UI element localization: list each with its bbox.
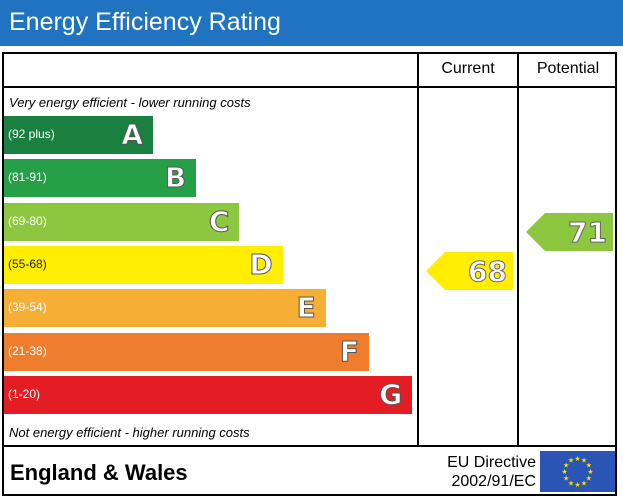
footer-row-divider <box>2 445 617 447</box>
band-letter: C <box>208 204 230 238</box>
current-rating-arrow-shape <box>426 251 513 290</box>
band-range: (69-80) <box>8 213 47 228</box>
eu-star-icon: ★ <box>586 462 592 470</box>
band-letter: D <box>249 247 273 281</box>
eu-star-icon: ★ <box>568 457 574 465</box>
potential-rating-arrow: 71 <box>526 212 613 251</box>
band-d: (55-68) D <box>4 245 283 284</box>
eu-directive-line1: EU Directive <box>447 454 536 471</box>
band-letter: E <box>296 291 316 325</box>
bottom-note: Not energy efficient - higher running co… <box>9 425 250 440</box>
eu-star-icon: ★ <box>563 462 569 470</box>
chart-title: Energy Efficiency Rating <box>9 8 281 36</box>
eu-star-icon: ★ <box>568 479 574 487</box>
band-e: (39-54) E <box>4 289 326 328</box>
eu-star-icon: ★ <box>587 468 593 476</box>
band-a: (92 plus) A <box>4 116 153 154</box>
band-range: (21-38) <box>8 343 47 358</box>
band-range: (1-20) <box>8 386 41 401</box>
band-range: (92 plus) <box>8 127 55 141</box>
band-letter: G <box>379 377 403 411</box>
potential-rating-arrow-value: 71 <box>568 215 608 249</box>
current-column-header: Current <box>441 60 495 77</box>
potential-rating-arrow-shape <box>526 212 613 251</box>
eu-flag-icon: ★ ★ ★ ★ ★ ★ ★ ★ ★ ★ ★ ★ <box>540 451 615 492</box>
eu-star-icon: ★ <box>574 455 580 463</box>
top-note: Very energy efficient - lower running co… <box>9 95 251 110</box>
eu-directive-line2: 2002/91/EC <box>451 473 536 490</box>
band-b: (81-91) B <box>4 159 197 198</box>
band-g: (1-20) G <box>4 375 413 414</box>
band-range: (39-54) <box>8 300 47 315</box>
eu-star-icon: ★ <box>561 468 567 476</box>
eu-flag-stars: ★ ★★★★★★★★★★★ <box>561 455 593 489</box>
band-c: (69-80) C <box>4 202 240 241</box>
eu-star-icon: ★ <box>574 481 580 489</box>
footer-region: England & Wales <box>10 460 188 485</box>
divider-current <box>417 52 419 447</box>
band-letter: B <box>164 161 187 195</box>
potential-column-header: Potential <box>536 60 600 77</box>
header-row-divider <box>2 86 617 88</box>
band-letter: A <box>121 118 144 152</box>
header-bar: Energy Efficiency Rating <box>0 0 623 46</box>
band-f: (21-38) F <box>4 332 369 371</box>
band-letter: F <box>339 334 359 368</box>
eu-star-icon: ★ <box>581 479 587 487</box>
band-range: (81-91) <box>8 170 47 185</box>
eu-directive: EU Directive 2002/91/EC <box>424 453 536 491</box>
band-range: (55-68) <box>8 256 47 271</box>
eu-star-icon: ★ <box>563 475 569 483</box>
current-rating-arrow: 68 <box>426 251 513 290</box>
eu-star-icon: ★ <box>586 475 592 483</box>
eu-star-icon: ★ <box>581 457 587 465</box>
divider-potential <box>517 52 519 447</box>
rating-frame <box>2 52 617 496</box>
current-rating-arrow-value: 68 <box>468 254 508 288</box>
